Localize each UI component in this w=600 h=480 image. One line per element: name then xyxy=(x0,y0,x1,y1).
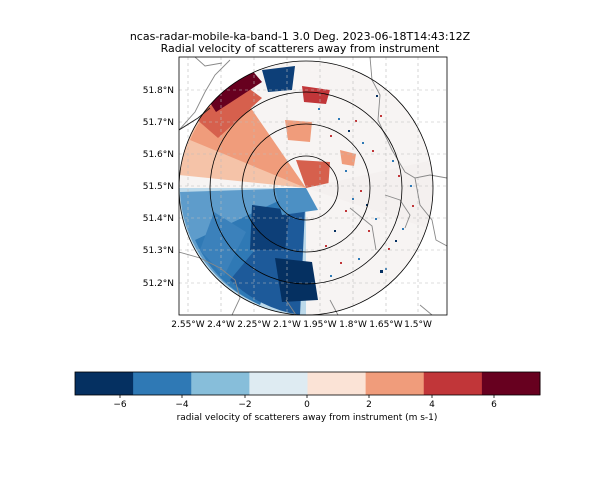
boundaries xyxy=(179,57,447,315)
colorbar-tick: 6 xyxy=(491,400,497,410)
lon-tick: 1.5°W xyxy=(404,320,432,330)
colorbar-segment xyxy=(423,372,483,395)
lat-tick: 51.3°N xyxy=(143,246,174,256)
lat-tick: 51.7°N xyxy=(143,118,174,128)
colorbar-tick: 2 xyxy=(366,400,372,410)
lon-tick: 2.1°W xyxy=(273,320,301,330)
colorbar-frame xyxy=(74,371,541,396)
lat-tick: 51.6°N xyxy=(143,150,174,160)
radar-sweep xyxy=(179,61,433,315)
colorbar-segment xyxy=(133,372,192,395)
lat-tick: 51.2°N xyxy=(143,279,174,289)
lon-tick: 2.4°W xyxy=(207,320,235,330)
colorbar-tick: −6 xyxy=(113,400,127,410)
colorbar-segment xyxy=(191,372,250,395)
colorbar-segment xyxy=(365,372,425,395)
colorbar xyxy=(75,372,541,395)
colorbar-tick: 4 xyxy=(429,400,435,410)
lon-tick: 1.8°W xyxy=(339,320,367,330)
lat-tick: 51.5°N xyxy=(143,182,174,192)
colorbar-tick: −4 xyxy=(175,400,189,410)
plot-subtitle: Radial velocity of scatterers away from … xyxy=(160,42,440,55)
colorbar-ticks: −6 −4 −2 0 2 4 6 xyxy=(113,395,497,410)
lat-labels: 51.8°N 51.7°N 51.6°N 51.5°N 51.4°N 51.3°… xyxy=(143,86,174,289)
lat-tick: 51.4°N xyxy=(143,214,174,224)
colorbar-tick: 0 xyxy=(304,400,310,410)
colorbar-tick: −2 xyxy=(238,400,251,410)
colorbar-label: radial velocity of scatterers away from … xyxy=(177,413,438,423)
lon-tick: 2.25°W xyxy=(237,320,271,330)
lat-tick: 51.8°N xyxy=(143,86,174,96)
lon-tick: 2.55°W xyxy=(171,320,205,330)
colorbar-segment xyxy=(249,372,309,395)
lon-tick: 1.95°W xyxy=(303,320,337,330)
colorbar-segment xyxy=(481,372,541,395)
map-frame xyxy=(178,56,448,316)
lon-tick: 1.65°W xyxy=(369,320,403,330)
colorbar-segment xyxy=(307,372,367,395)
colorbar-segment xyxy=(75,372,134,395)
gridlines xyxy=(179,57,447,315)
plot-title: ncas-radar-mobile-ka-band-1 3.0 Deg. 202… xyxy=(129,30,471,43)
lon-labels: 2.55°W 2.4°W 2.25°W 2.1°W 1.95°W 1.8°W 1… xyxy=(171,320,432,330)
